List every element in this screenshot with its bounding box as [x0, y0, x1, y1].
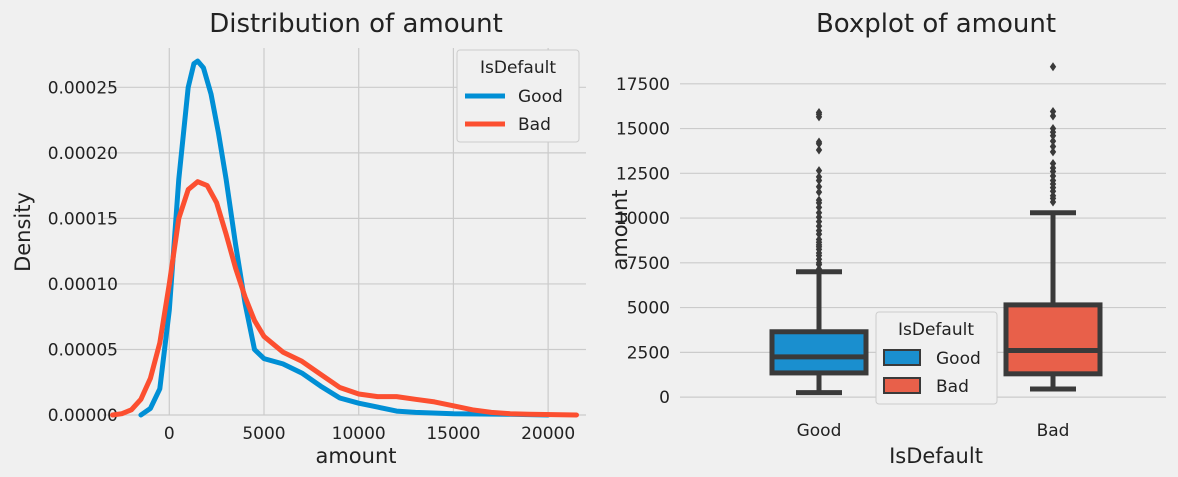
box-outlier: [1049, 124, 1057, 134]
box-outlier: [815, 187, 823, 197]
box-x-tick-label: Bad: [1037, 421, 1070, 441]
box-chart-title: Boxplot of amount: [816, 9, 1056, 39]
box-legend-label-good: Good: [936, 349, 981, 369]
box-y-tick-label: 5000: [627, 299, 670, 319]
kde-legend: IsDefault Good Bad: [456, 49, 580, 143]
kde-legend-title: IsDefault: [480, 58, 556, 78]
box-y-tick-label: 12500: [616, 164, 670, 184]
box-outlier: [815, 208, 823, 218]
kde-y-ticks: 0.00000 0.00005 0.00010 0.00015 0.00020 0.000…: [48, 78, 118, 426]
box-bad: [1003, 62, 1103, 392]
kde-legend-box: [456, 49, 580, 143]
box-outlier: [1049, 158, 1057, 168]
kde-panel: 0 5000 10000 15000 20000 0.000000.000050.000…: [11, 9, 586, 468]
kde-x-tick-label: 20000: [521, 424, 575, 444]
kde-y-tick-label: 0.00010: [48, 275, 118, 295]
box-y-tick-label: 15000: [616, 120, 670, 140]
kde-x-ticks: 0 5000 10000 15000 20000: [164, 424, 575, 444]
kde-x-axis-label: amount: [315, 444, 396, 468]
box-iqr: [769, 329, 869, 376]
box-outlier: [1049, 136, 1057, 146]
box-outlier: [1049, 141, 1057, 151]
box-outlier: [815, 172, 823, 182]
box-outlier: [1049, 147, 1057, 157]
kde-y-tick-label: 0.00005: [48, 340, 118, 360]
box-y-ticks: 0 2500 5000 7500 10000 12500 15000 17500: [616, 75, 670, 408]
kde-line-bad: [110, 179, 579, 418]
kde-x-tick-label: 0: [164, 424, 175, 444]
kde-gridlines: [103, 48, 586, 416]
box-x-axis-label: IsDefault: [889, 444, 983, 468]
box-y-tick-label: 10000: [616, 209, 670, 229]
box-legend-title: IsDefault: [898, 320, 974, 340]
box-iqr: [1003, 302, 1103, 377]
box-legend-label-bad: Bad: [936, 377, 969, 397]
kde-series: [110, 58, 579, 418]
box-y-tick-label: 17500: [616, 75, 670, 95]
kde-x-tick-label: 15000: [426, 424, 480, 444]
kde-y-tick-label: 0.00025: [48, 78, 118, 98]
kde-legend-label-bad: Bad: [518, 115, 551, 135]
box-outlier: [815, 107, 823, 117]
box-outlier: [815, 235, 823, 245]
box-outlier: [815, 182, 823, 192]
box-y-tick-label: 2500: [627, 343, 670, 363]
kde-x-tick-label: 10000: [332, 424, 386, 444]
boxplot-panel: 0 2500 5000 7500 10000 12500 15000 17500 Good Ba…: [608, 9, 1166, 468]
kde-y-tick-label: 0.00015: [48, 209, 118, 229]
box-legend-swatch-good: [883, 349, 921, 366]
box-y-tick-label: 0: [659, 388, 670, 408]
box-legend: IsDefault Good Bad: [875, 311, 998, 405]
box-outlier: [815, 166, 823, 176]
kde-chart-title: Distribution of amount: [209, 9, 503, 39]
box-x-tick-label: Good: [797, 421, 842, 441]
kde-x-tick-label: 5000: [242, 424, 285, 444]
kde-y-axis-label: Density: [11, 192, 35, 272]
box-gridlines: [680, 83, 1166, 398]
box-good: [769, 107, 869, 396]
box-x-ticks: Good Bad: [797, 421, 1070, 441]
box-outlier: [815, 137, 823, 147]
box-y-tick-label: 7500: [627, 254, 670, 274]
box-outlier: [815, 145, 823, 155]
kde-y-tick-label: 0.00020: [48, 144, 118, 164]
box-outlier: [1049, 62, 1057, 72]
box-legend-swatch-bad: [883, 377, 921, 394]
box-outlier: [815, 195, 823, 205]
box-y-axis-label: amount: [608, 189, 632, 270]
box-series: [769, 62, 1103, 396]
kde-legend-label-good: Good: [518, 87, 563, 107]
box-outlier: [1049, 107, 1057, 117]
kde-y-tick-label: 0.00000: [48, 406, 118, 426]
